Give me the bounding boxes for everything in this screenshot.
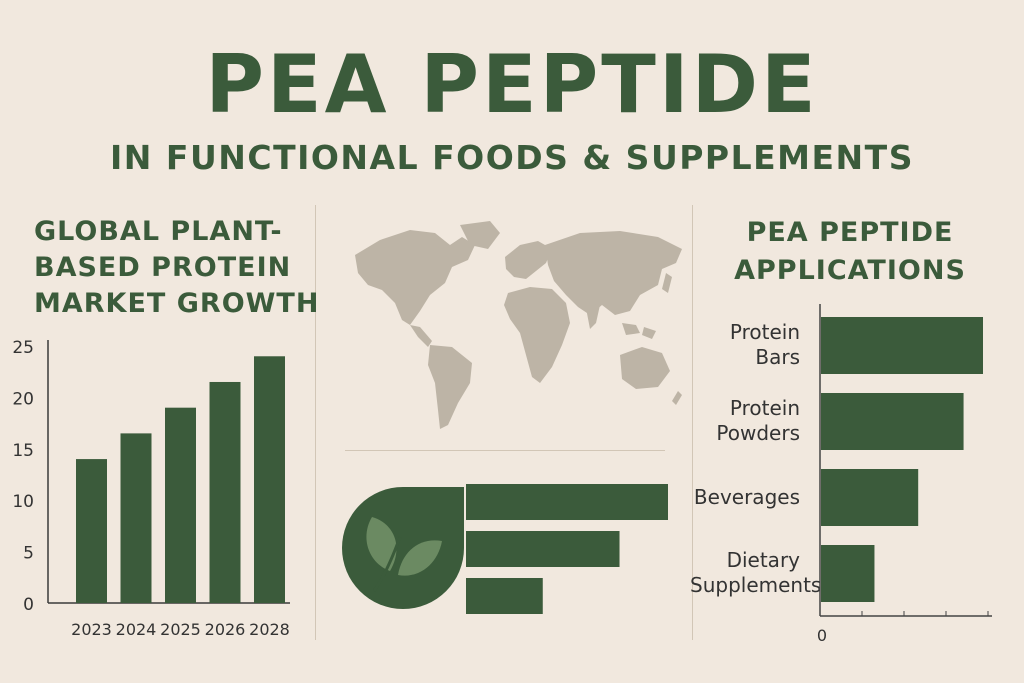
applications-title: PEA PEPTIDE APPLICATIONS — [700, 214, 1000, 290]
decorative-bar — [466, 484, 668, 520]
applications-title-line-1: PEA PEPTIDE — [746, 217, 954, 248]
leaf-icon — [342, 487, 464, 609]
x-tick-label: 2026 — [205, 620, 246, 639]
y-tick-label: 0 — [23, 595, 34, 615]
application-bar — [821, 469, 919, 526]
y-tick-label: 20 — [12, 389, 34, 409]
divider-left — [315, 205, 316, 640]
divider-right — [692, 205, 693, 640]
x-tick-label: 2025 — [160, 620, 201, 639]
application-label: Beverages — [693, 484, 800, 509]
decorative-bar — [466, 531, 620, 567]
decorative-bar — [466, 578, 543, 614]
bar-2023 — [76, 459, 107, 603]
x-tick-label: 2024 — [116, 620, 157, 639]
application-label: Protein Bars — [729, 320, 800, 369]
application-label: Protein Powders — [716, 396, 800, 445]
market-growth-title-line-1: GLOBAL PLANT- — [34, 216, 283, 247]
bar-2025 — [165, 407, 196, 603]
market-growth-title-line-2: BASED PROTEIN — [34, 252, 292, 283]
y-tick-label: 25 — [12, 338, 34, 358]
decorative-bar-chart — [466, 484, 668, 614]
applications-title-line-2: APPLICATIONS — [734, 255, 966, 286]
page-title: PEA PEPTIDE — [205, 38, 819, 131]
application-bar — [821, 545, 875, 602]
y-tick-label: 10 — [12, 492, 34, 512]
world-map-icon — [355, 221, 682, 429]
x-tick-label: 2023 — [71, 620, 112, 639]
bar-2026 — [209, 381, 241, 603]
market-growth-title: GLOBAL PLANT- BASED PROTEIN MARKET GROWT… — [34, 214, 319, 322]
y-tick-label: 5 — [23, 544, 34, 564]
x-tick-label: 0 — [817, 626, 827, 645]
x-tick-label: 2028 — [249, 620, 290, 639]
applications-chart: 0 — [817, 304, 992, 645]
divider-middle — [345, 450, 665, 451]
application-bar — [821, 393, 964, 450]
bar-2024 — [120, 433, 152, 603]
y-tick-label: 15 — [12, 441, 34, 461]
application-bar — [821, 317, 983, 374]
market-growth-title-line-3: MARKET GROWTH — [34, 288, 320, 319]
bar-2028 — [254, 356, 285, 603]
page-subtitle: IN FUNCTIONAL FOODS & SUPPLEMENTS — [110, 138, 914, 177]
application-label: Dietary Supplements — [690, 548, 822, 597]
